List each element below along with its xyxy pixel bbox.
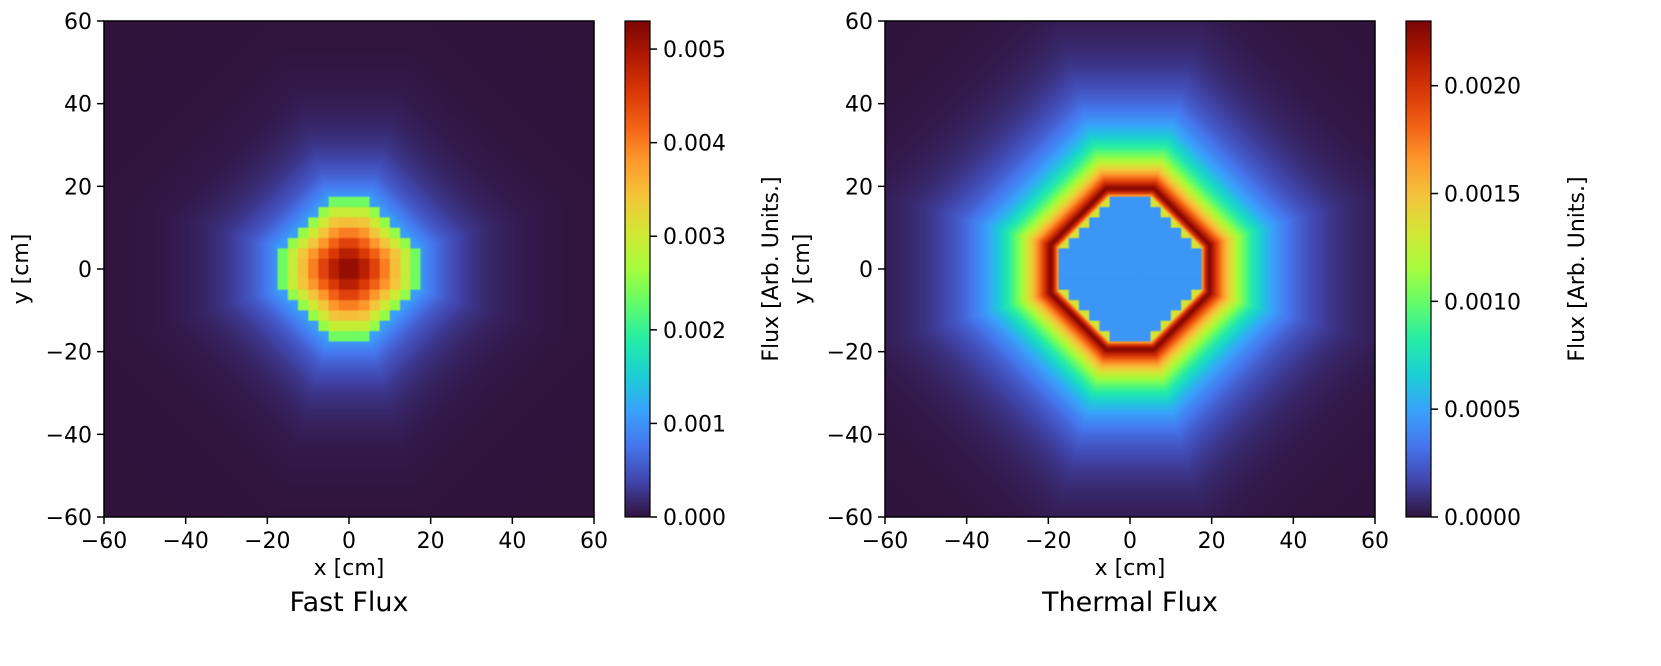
colorbar-tick-label: 0.0005 [1444, 398, 1521, 423]
y-axis-label: y [cm] [9, 234, 34, 305]
y-tick-label: 40 [845, 93, 873, 118]
y-tick-label: 60 [64, 10, 92, 35]
colorbar-tick-label: 0.0020 [1444, 75, 1521, 100]
y-tick-label: −60 [46, 506, 92, 531]
heatmap-image [885, 21, 1375, 517]
y-tick-label: 20 [845, 175, 873, 200]
y-tick-label: 20 [64, 175, 92, 200]
x-tick-label: −40 [162, 529, 208, 554]
y-tick-label: −20 [46, 341, 92, 366]
x-tick-label: 20 [417, 529, 445, 554]
colorbar-tick-label: 0.0000 [1444, 506, 1521, 531]
y-tick-label: −60 [827, 506, 873, 531]
x-tick-label: 60 [1361, 529, 1389, 554]
chart-title: Thermal Flux [1041, 587, 1218, 618]
panel-thermal: −60 −40 −20 0 20 40 60 −60 −40 −20 0 20 40 60 x [cm] y … [790, 10, 1590, 618]
x-tick-label: 0 [342, 529, 356, 554]
x-tick-label: 40 [498, 529, 526, 554]
colorbar-tick-label: 0.001 [663, 412, 726, 437]
panel-fast: −60 −40 −20 0 20 40 60 −60 −40 −20 0 20 40 60 x [cm] y … [9, 10, 784, 618]
colorbar-tick-label: 0.0010 [1444, 290, 1521, 315]
x-tick-label: 60 [580, 529, 608, 554]
colorbar-tick-label: 0.004 [663, 132, 726, 157]
x-tick-label: 0 [1123, 529, 1137, 554]
colorbar-tick-label: 0.000 [663, 506, 726, 531]
y-tick-label: −40 [46, 423, 92, 448]
y-tick-label: 0 [78, 258, 92, 283]
x-tick-label: 20 [1198, 529, 1226, 554]
colorbar-tick-label: 0.003 [663, 225, 726, 250]
colorbar-label: Flux [Arb. Units.] [759, 176, 784, 361]
y-tick-label: 40 [64, 93, 92, 118]
colorbar [624, 20, 651, 518]
x-tick-label: −20 [1025, 529, 1071, 554]
x-tick-label: 40 [1279, 529, 1307, 554]
colorbar-tick-label: 0.0015 [1444, 183, 1521, 208]
x-tick-label: −20 [244, 529, 290, 554]
y-tick-label: 60 [845, 10, 873, 35]
colorbar-label: Flux [Arb. Units.] [1565, 176, 1590, 361]
x-tick-label: −60 [862, 529, 908, 554]
y-tick-label: 0 [859, 258, 873, 283]
colorbar-tick-label: 0.002 [663, 319, 726, 344]
x-axis-label: x [cm] [1095, 556, 1166, 581]
chart-title: Fast Flux [290, 587, 409, 618]
colorbar-tick-label: 0.005 [663, 38, 726, 63]
y-tick-label: −20 [827, 341, 873, 366]
heatmap-image [104, 21, 594, 517]
y-axis-label: y [cm] [790, 234, 815, 305]
x-tick-label: −60 [81, 529, 127, 554]
y-tick-label: −40 [827, 423, 873, 448]
x-axis-label: x [cm] [314, 556, 385, 581]
colorbar [1405, 20, 1432, 518]
x-tick-label: −40 [943, 529, 989, 554]
